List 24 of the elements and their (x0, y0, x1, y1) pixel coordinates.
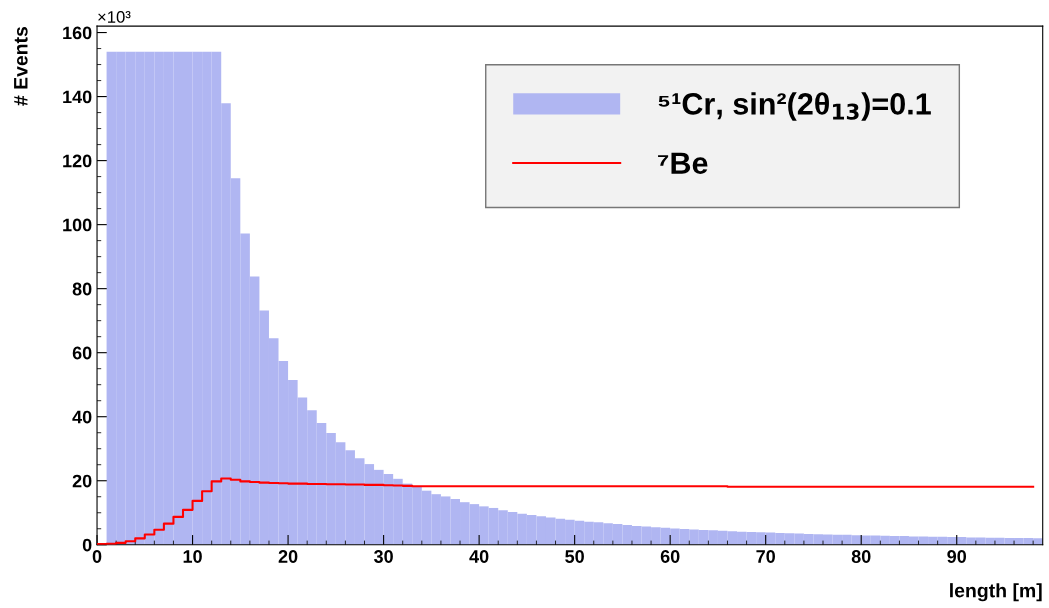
x-tick-label: 90 (947, 550, 967, 563)
x-tick-label: 40 (469, 550, 489, 563)
x-tick-label: 20 (278, 550, 298, 563)
y-tick-label: 60 (72, 346, 92, 360)
x-tick-label: 10 (183, 550, 202, 563)
text: ×10³ (98, 11, 131, 23)
y-tick-label: 160 (63, 26, 92, 40)
x-tick-label: 0 (92, 550, 102, 563)
y-axis-title: # Events (14, 26, 28, 106)
y-tick-label: 0 (82, 538, 92, 552)
legend-label: ⁷Be (658, 152, 708, 174)
y-tick-label: 20 (72, 474, 92, 488)
y-tick-label: 140 (63, 90, 92, 104)
x-tick-label: 50 (565, 550, 584, 563)
y-tick-label: 120 (63, 154, 92, 168)
y-tick-label: 40 (72, 410, 92, 424)
x-tick-label: 30 (373, 550, 393, 563)
y-tick-label: 100 (63, 218, 92, 232)
x-axis-title: length [m] (950, 583, 1042, 602)
legend-label: ⁵¹Cr, sin²(2θ$_{13}$)=0.1 (658, 92, 931, 121)
x-tick-label: 70 (756, 550, 775, 563)
x-tick-label: 60 (660, 550, 680, 563)
x-tick-label: 80 (851, 550, 871, 563)
y-tick-label: 80 (72, 282, 92, 296)
